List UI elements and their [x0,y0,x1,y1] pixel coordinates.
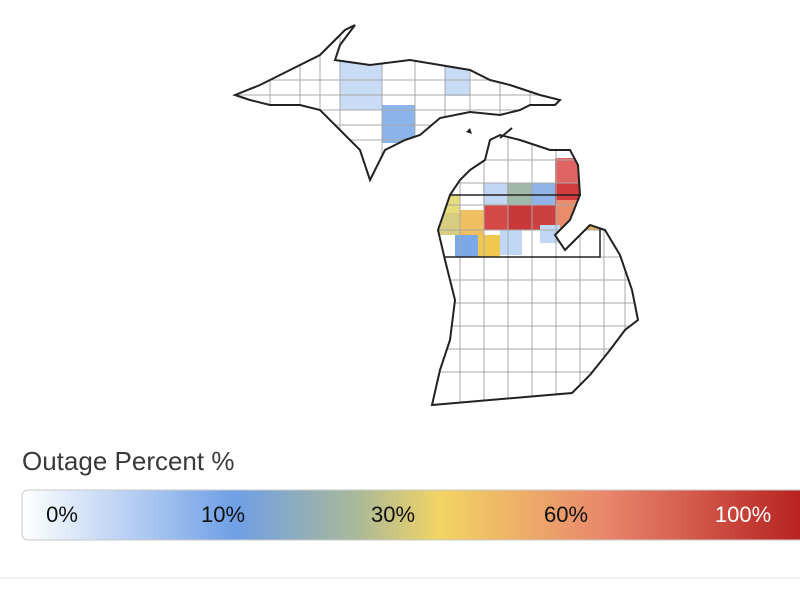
map [232,24,640,407]
legend-label: 0% [46,502,78,527]
legend-title: Outage Percent % [22,446,234,476]
legend: Outage Percent % 0% 10% 30% 60% 100% [21,446,800,541]
legend-label: 60% [544,502,588,527]
legend-label: 10% [201,502,245,527]
lower-peninsula [432,135,638,405]
legend-label: 100% [715,502,771,527]
legend-label: 30% [371,502,415,527]
color-scale [21,489,800,541]
